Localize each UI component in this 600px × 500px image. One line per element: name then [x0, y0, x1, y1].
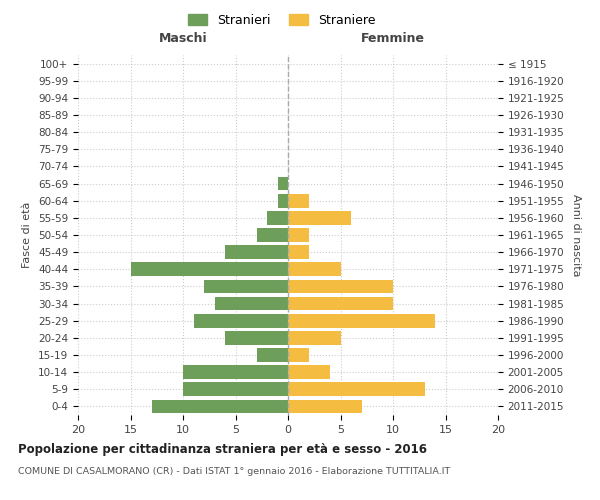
- Bar: [257, 228, 288, 242]
- Bar: [225, 331, 288, 344]
- Bar: [183, 382, 288, 396]
- Bar: [277, 176, 288, 190]
- Bar: [288, 331, 341, 344]
- Bar: [204, 280, 288, 293]
- Bar: [225, 246, 288, 259]
- Y-axis label: Fasce di età: Fasce di età: [22, 202, 32, 268]
- Y-axis label: Anni di nascita: Anni di nascita: [571, 194, 581, 276]
- Bar: [288, 314, 435, 328]
- Bar: [288, 400, 361, 413]
- Bar: [277, 194, 288, 207]
- Bar: [288, 366, 330, 379]
- Bar: [288, 348, 309, 362]
- Legend: Stranieri, Straniere: Stranieri, Straniere: [184, 8, 380, 32]
- Text: Femmine: Femmine: [361, 32, 425, 44]
- Bar: [183, 366, 288, 379]
- Text: COMUNE DI CASALMORANO (CR) - Dati ISTAT 1° gennaio 2016 - Elaborazione TUTTITALI: COMUNE DI CASALMORANO (CR) - Dati ISTAT …: [18, 468, 450, 476]
- Bar: [215, 296, 288, 310]
- Bar: [288, 296, 393, 310]
- Bar: [130, 262, 288, 276]
- Bar: [257, 348, 288, 362]
- Bar: [288, 246, 309, 259]
- Bar: [288, 382, 425, 396]
- Bar: [151, 400, 288, 413]
- Text: Maschi: Maschi: [158, 32, 208, 44]
- Text: Popolazione per cittadinanza straniera per età e sesso - 2016: Popolazione per cittadinanza straniera p…: [18, 442, 427, 456]
- Bar: [193, 314, 288, 328]
- Bar: [288, 228, 309, 242]
- Bar: [267, 211, 288, 224]
- Bar: [288, 211, 351, 224]
- Bar: [288, 194, 309, 207]
- Bar: [288, 280, 393, 293]
- Bar: [288, 262, 341, 276]
